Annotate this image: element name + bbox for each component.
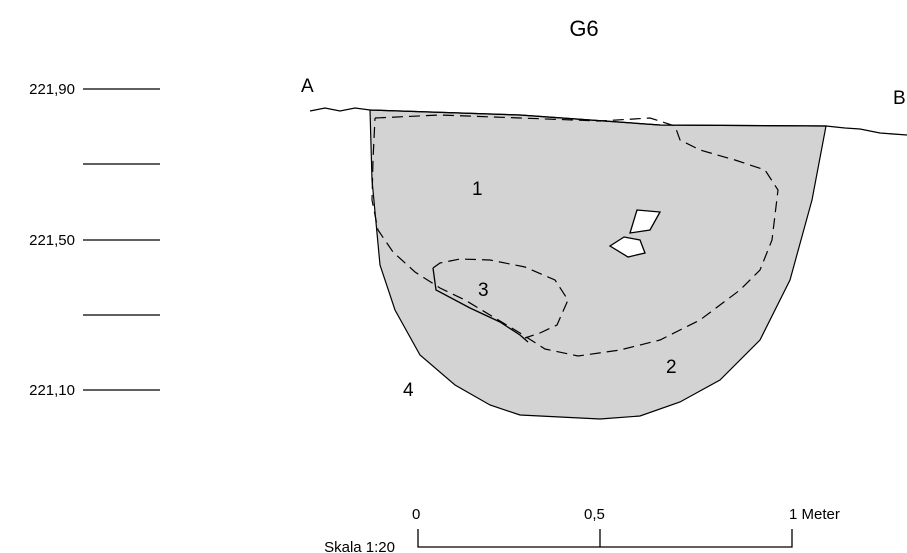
scale-label: Skala 1:20 [324, 539, 395, 553]
profile-start-label: A [301, 76, 314, 97]
scale-tick-label-end: 1 Meter [789, 506, 840, 523]
layer-label-4: 4 [403, 380, 414, 401]
scale-tick-label-0: 0 [412, 506, 420, 523]
scale-tick-label-half: 0,5 [584, 506, 605, 523]
elevation-label-221-50: 221,50 [29, 232, 75, 249]
scale-bar-line [417, 529, 793, 548]
layer-label-2: 2 [666, 357, 677, 378]
elevation-label-221-90: 221,90 [29, 81, 75, 98]
drawing-title: G6 [569, 16, 598, 41]
layer-label-1: 1 [472, 179, 483, 200]
ground-surface-line [309, 107, 907, 136]
stone-shape [608, 236, 646, 258]
elevation-scale: 221,90 221,50 221,10 [29, 81, 160, 399]
layer-boundary-3-lower [432, 267, 529, 343]
stone-shape [629, 209, 662, 234]
layer-boundary-3 [432, 258, 569, 339]
layer-label-3: 3 [478, 280, 489, 301]
scale-bar: 0 0,5 1 Meter Skala 1:20 [324, 506, 840, 553]
elevation-label-221-10: 221,10 [29, 382, 75, 399]
profile-end-label: B [893, 88, 906, 109]
layer-boundary-1-2 [371, 114, 779, 357]
